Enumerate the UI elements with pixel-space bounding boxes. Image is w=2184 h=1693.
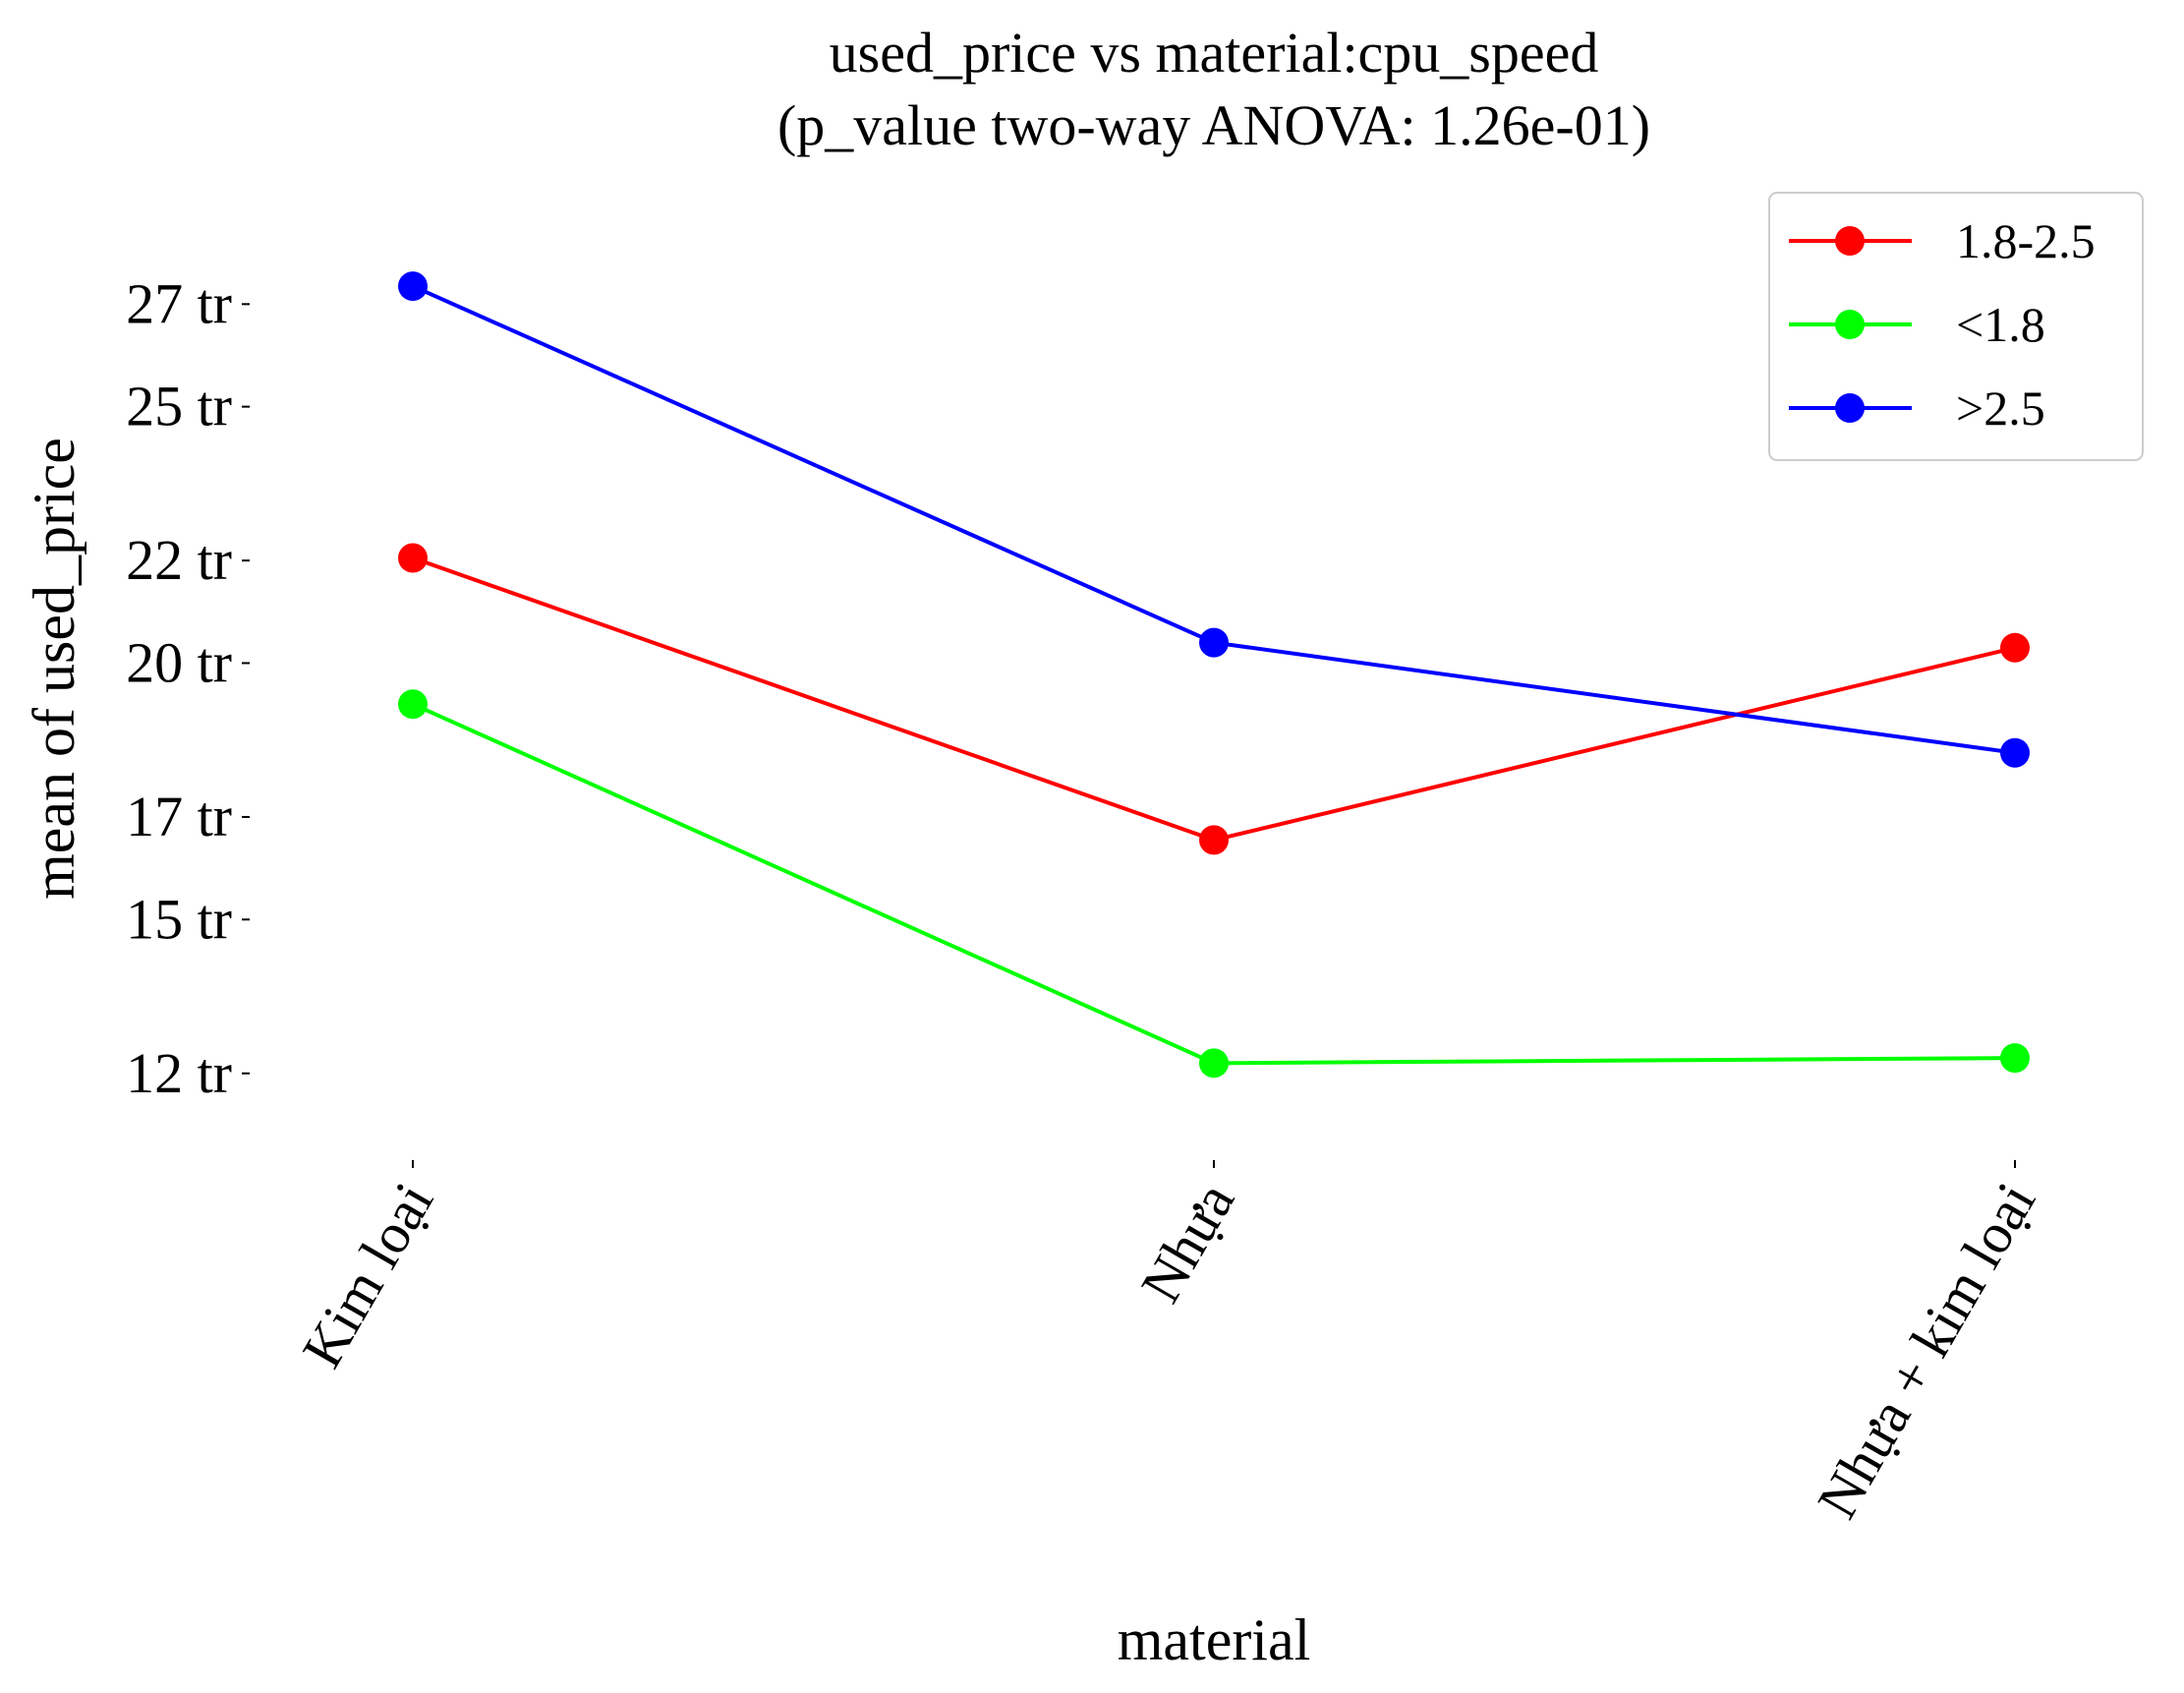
chart-subtitle: (p_value two-way ANOVA: 1.26e-01) [777,93,1650,157]
y-tick-label: 27 tr [126,271,232,335]
legend-marker [1835,310,1865,339]
legend-label: >2.5 [1956,380,2045,436]
y-tick-label: 20 tr [126,630,232,694]
data-point [1199,1048,1229,1079]
x-axis-label: material [1118,1607,1311,1672]
y-axis-label: mean of used_price [22,438,86,900]
series-1 [398,689,2030,1079]
legend-item: >2.5 [1789,380,2045,436]
legend-label: <1.8 [1956,297,2045,352]
y-tick-label: 22 tr [126,528,232,592]
legend-item: 1.8-2.5 [1789,213,2096,268]
data-point [398,543,428,573]
legend-item: <1.8 [1789,297,2045,352]
data-point [2000,1043,2030,1074]
y-tick-label: 25 tr [126,375,232,438]
series-0 [398,543,2030,855]
legend-label: 1.8-2.5 [1956,213,2096,268]
y-axis: 12 tr 15 tr 17 tr 20 tr 22 tr 25 tr 27 tr [126,271,250,1105]
data-point [1199,825,1229,855]
y-tick-label: 15 tr [126,887,232,951]
legend: 1.8-2.5 <1.8 >2.5 [1768,192,2144,461]
y-tick-label: 12 tr [126,1041,232,1105]
data-point [1199,627,1229,658]
data-point [2000,737,2030,768]
data-point [398,689,428,720]
legend-marker [1835,226,1865,256]
series-group [398,271,2030,1079]
legend-marker [1835,393,1865,423]
legend-frame [1768,192,2144,461]
series-2 [398,271,2030,768]
data-point [398,271,428,302]
data-point [2000,632,2030,663]
chart-title: used_price vs material:cpu_speed [830,21,1599,85]
y-tick-label: 17 tr [126,785,232,848]
